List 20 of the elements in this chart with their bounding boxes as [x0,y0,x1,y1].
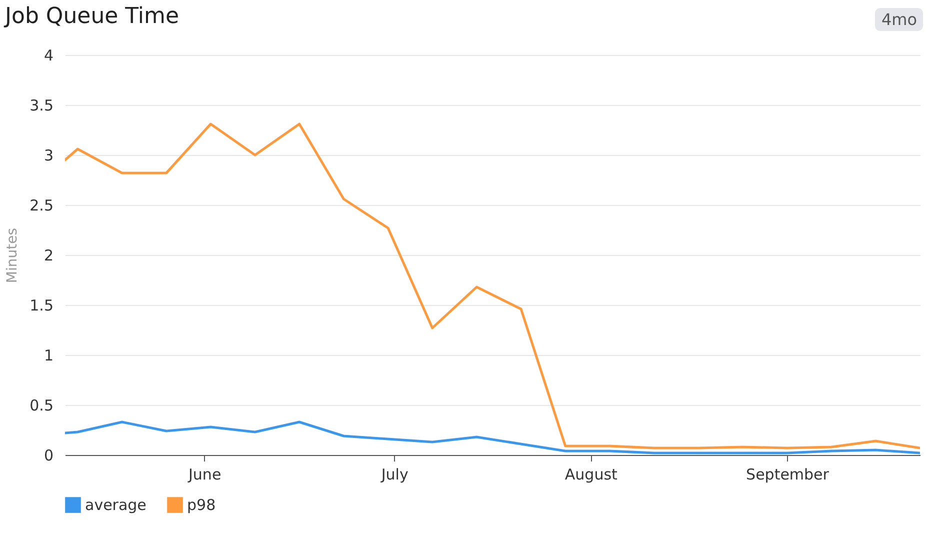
y-tick-label: 1 [44,346,54,364]
y-tick-label: 1.5 [30,296,54,314]
y-tick-label: 3.5 [30,96,54,114]
legend-label: p98 [187,496,216,514]
y-tick-label: 3 [44,146,54,164]
y-tick-label: 2.5 [30,196,54,214]
y-tick-label: 4 [44,46,54,64]
chart-title: Job Queue Time [3,4,180,29]
y-tick-label: 2 [44,246,54,264]
x-tick-label: August [564,466,618,484]
text: 4mo [875,8,923,31]
line-series [65,420,920,454]
x-tick-label: September [746,466,830,484]
y-tick-label: 0.5 [30,396,54,414]
y-axis-title: Minutes [4,228,21,284]
legend-label: average [85,496,146,514]
y-tick-label: 0 [44,446,54,464]
x-tick-label: June [187,466,222,484]
x-tick-label: July [380,466,408,484]
line-series [65,122,920,450]
